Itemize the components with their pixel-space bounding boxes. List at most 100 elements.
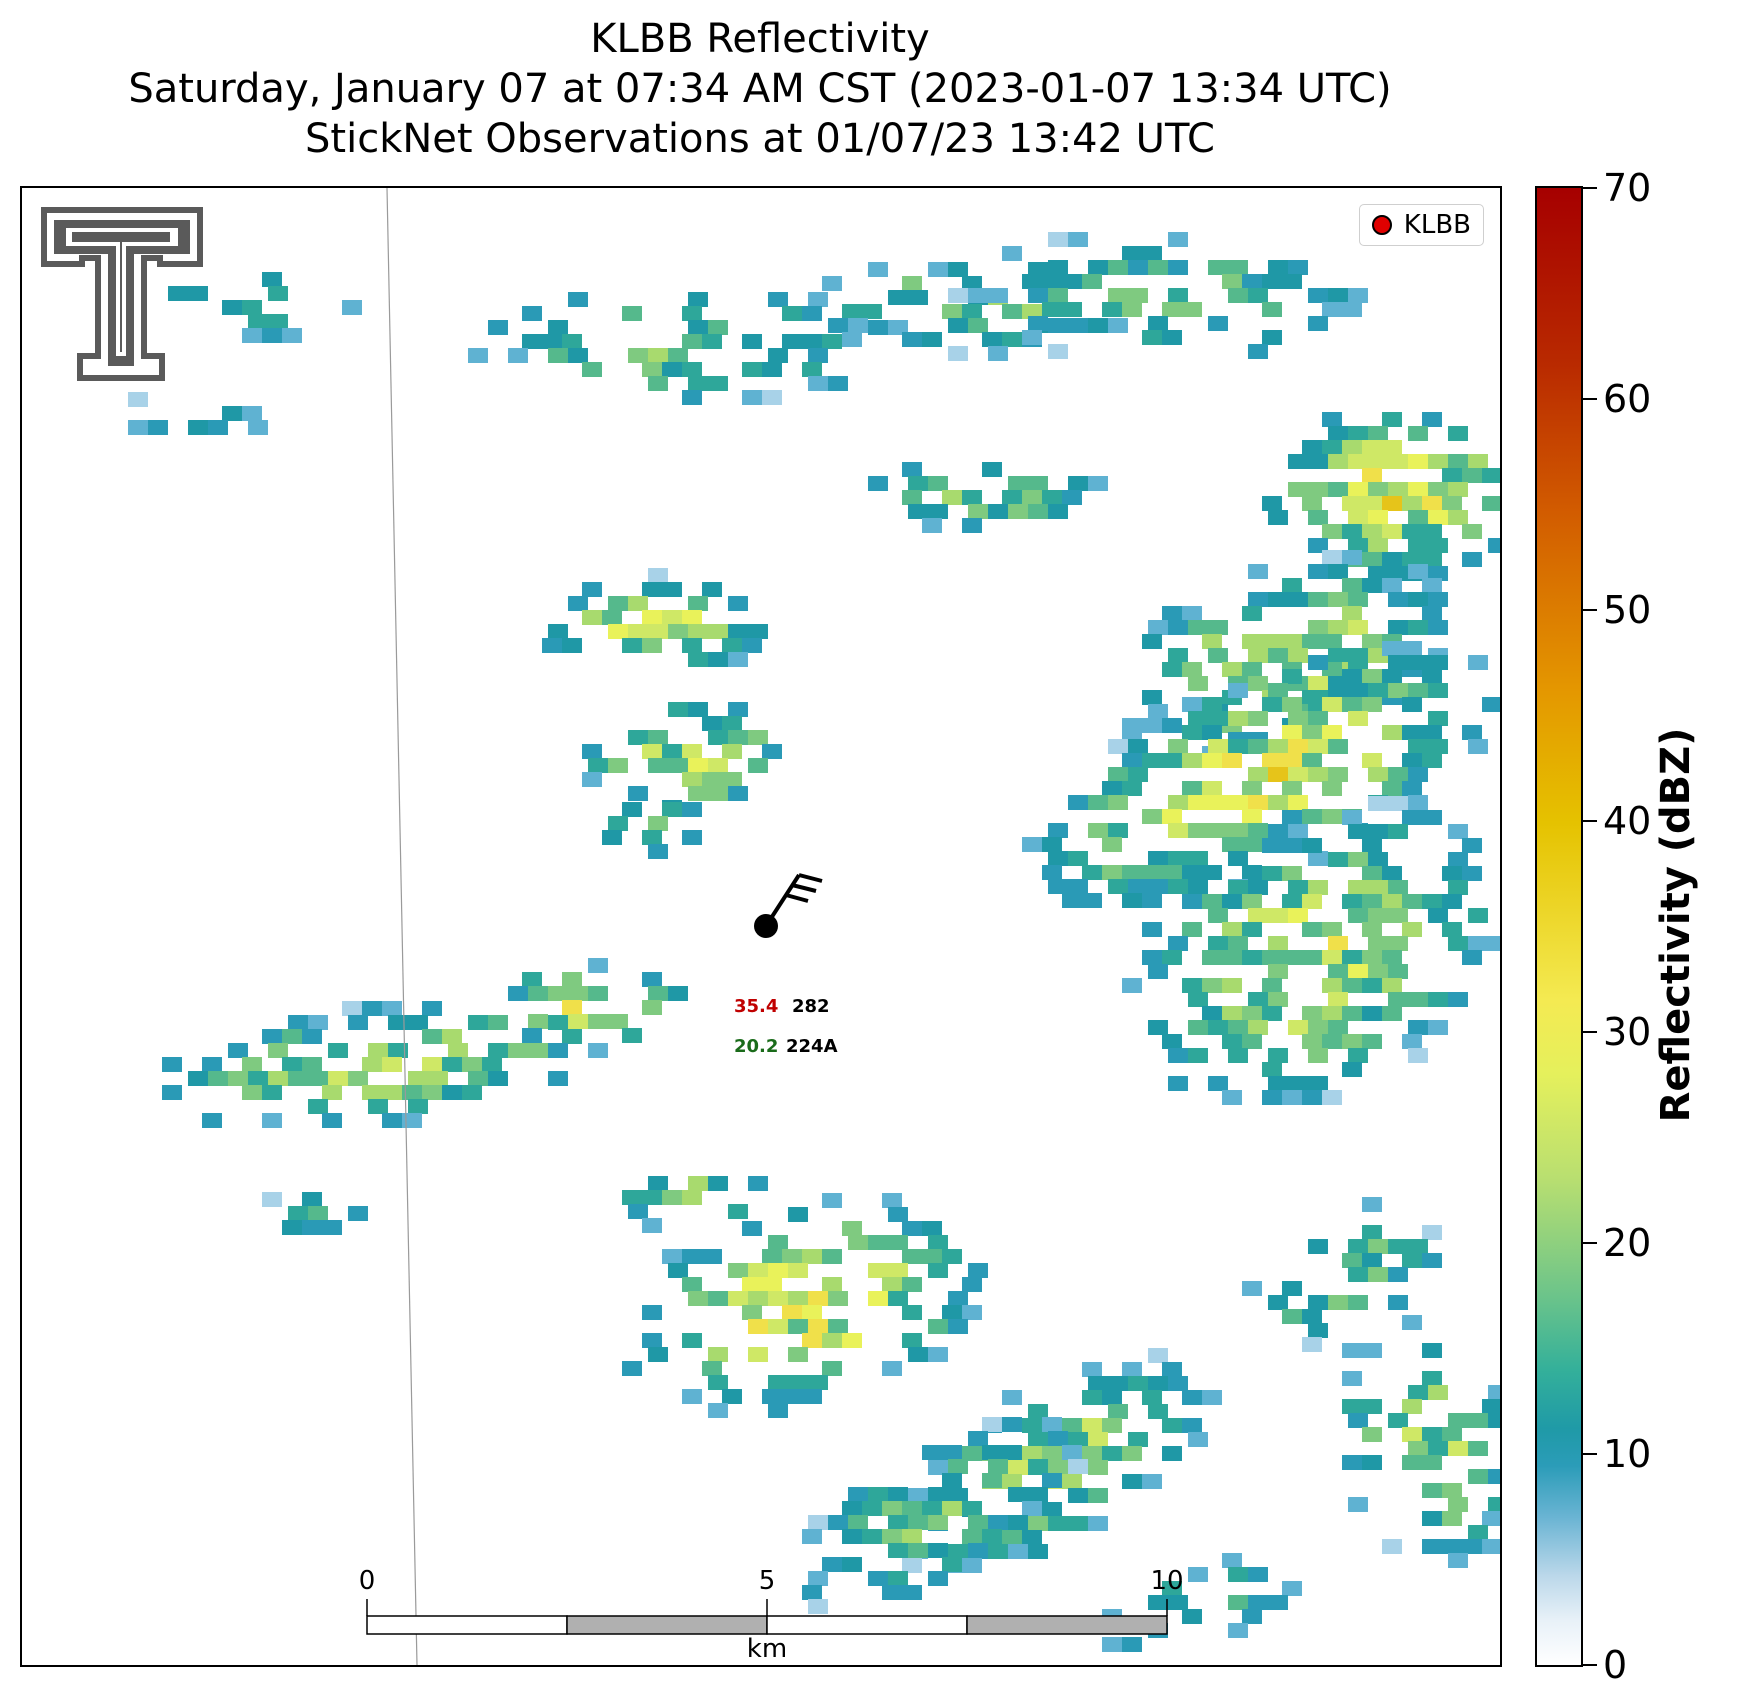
reflectivity-pixel [788, 1207, 808, 1222]
reflectivity-pixel [1082, 1362, 1102, 1377]
reflectivity-pixel [1202, 1390, 1222, 1405]
reflectivity-pixel [768, 1403, 788, 1418]
reflectivity-pixel [1308, 880, 1328, 895]
reflectivity-pixel [868, 1571, 888, 1586]
reflectivity-pixel [1202, 634, 1222, 649]
reflectivity-pixel [862, 1501, 882, 1516]
reflectivity-pixel [1122, 1362, 1142, 1377]
reflectivity-pixel [1342, 697, 1362, 712]
reflectivity-pixel [488, 320, 508, 335]
reflectivity-pixel [508, 348, 528, 363]
reflectivity-pixel [1442, 1539, 1462, 1554]
reflectivity-pixel [582, 744, 602, 759]
reflectivity-pixel [728, 730, 748, 745]
reflectivity-pixel [748, 758, 768, 773]
colorbar-tick [1583, 1453, 1597, 1455]
reflectivity-pixel [1388, 1413, 1408, 1428]
reflectivity-pixel [768, 1291, 788, 1306]
reflectivity-pixel [1182, 753, 1202, 768]
reflectivity-pixel [388, 1043, 408, 1058]
reflectivity-pixel [322, 1220, 342, 1235]
reflectivity-pixel [1128, 260, 1148, 275]
reflectivity-pixel [1162, 865, 1182, 880]
reflectivity-pixel [1228, 851, 1248, 866]
reflectivity-pixel [728, 786, 748, 801]
reflectivity-pixel [1322, 697, 1342, 712]
reflectivity-pixel [642, 830, 662, 845]
reflectivity-pixel [1368, 852, 1388, 867]
reflectivity-pixel [928, 1460, 948, 1475]
reflectivity-pixel [1308, 1020, 1328, 1035]
reflectivity-pixel [1188, 851, 1208, 866]
reflectivity-pixel [948, 262, 968, 277]
reflectivity-pixel [262, 1085, 282, 1100]
reflectivity-pixel [1122, 1446, 1142, 1461]
reflectivity-pixel [902, 1585, 922, 1600]
reflectivity-pixel [388, 1015, 408, 1030]
reflectivity-pixel [1182, 725, 1202, 740]
reflectivity-pixel [888, 1571, 908, 1586]
reflectivity-pixel [1048, 1516, 1068, 1531]
reflectivity-pixel [868, 1235, 888, 1250]
reflectivity-pixel [908, 504, 928, 519]
reflectivity-pixel [682, 1333, 702, 1348]
reflectivity-pixel [1348, 510, 1368, 525]
reflectivity-pixel [1428, 566, 1448, 581]
reflectivity-pixel [1202, 978, 1222, 993]
reflectivity-pixel [1068, 318, 1088, 333]
reflectivity-pixel [922, 1445, 942, 1460]
reflectivity-pixel [922, 1501, 942, 1516]
reflectivity-pixel [1328, 1295, 1348, 1310]
reflectivity-pixel [1168, 648, 1188, 663]
reflectivity-pixel [902, 1501, 922, 1516]
reflectivity-pixel [1002, 1474, 1022, 1489]
reflectivity-pixel [608, 624, 628, 639]
reflectivity-pixel [1402, 922, 1422, 937]
reflectivity-pixel [802, 1333, 822, 1348]
reflectivity-pixel [708, 730, 728, 745]
reflectivity-pixel [648, 730, 668, 745]
reflectivity-pixel [902, 1305, 922, 1320]
reflectivity-pixel [1442, 1483, 1462, 1498]
reflectivity-pixel [1162, 1034, 1182, 1049]
reflectivity-pixel [1448, 1441, 1468, 1456]
reflectivity-pixel [1068, 851, 1088, 866]
reflectivity-pixel [528, 1043, 548, 1058]
reflectivity-pixel [1102, 1390, 1122, 1405]
reflectivity-pixel [682, 772, 702, 787]
reflectivity-pixel [1242, 1034, 1262, 1049]
reflectivity-pixel [1002, 490, 1022, 505]
reflectivity-pixel [842, 1221, 862, 1236]
reflectivity-pixel [1282, 950, 1302, 965]
reflectivity-pixel [842, 1333, 862, 1348]
reflectivity-pixel [1048, 823, 1068, 838]
county-boundary-line [386, 188, 418, 1665]
reflectivity-pixel [668, 348, 688, 363]
reflectivity-pixel [248, 420, 268, 435]
reflectivity-pixel [882, 1501, 902, 1516]
chart-subtitle-obs: StickNet Observations at 01/07/23 13:42 … [305, 116, 1215, 162]
reflectivity-pixel [782, 1305, 802, 1320]
reflectivity-pixel [1242, 922, 1262, 937]
reflectivity-pixel [1362, 1455, 1382, 1470]
reflectivity-pixel [748, 1263, 768, 1278]
reflectivity-pixel [1448, 936, 1468, 951]
radar-map[interactable]: KLBB 35.4 282 20.2 224A 0 5 10 km [20, 186, 1502, 1667]
scale-label-0: 0 [358, 1566, 376, 1596]
reflectivity-pixel [1228, 711, 1248, 726]
reflectivity-pixel [768, 1235, 788, 1250]
reflectivity-pixel [1002, 1530, 1022, 1545]
reflectivity-pixel [1148, 879, 1168, 894]
reflectivity-pixel [1282, 634, 1302, 649]
reflectivity-pixel [882, 1277, 902, 1292]
reflectivity-pixel [1442, 496, 1462, 511]
reflectivity-pixel [1162, 302, 1182, 317]
reflectivity-pixel [1048, 851, 1068, 866]
reflectivity-pixel [1302, 634, 1322, 649]
reflectivity-pixel [908, 1347, 928, 1362]
reflectivity-pixel [662, 1190, 682, 1205]
reflectivity-pixel [1348, 620, 1368, 635]
reflectivity-pixel [962, 1529, 982, 1544]
reflectivity-pixel [1168, 1376, 1188, 1391]
reflectivity-pixel [1422, 552, 1442, 567]
